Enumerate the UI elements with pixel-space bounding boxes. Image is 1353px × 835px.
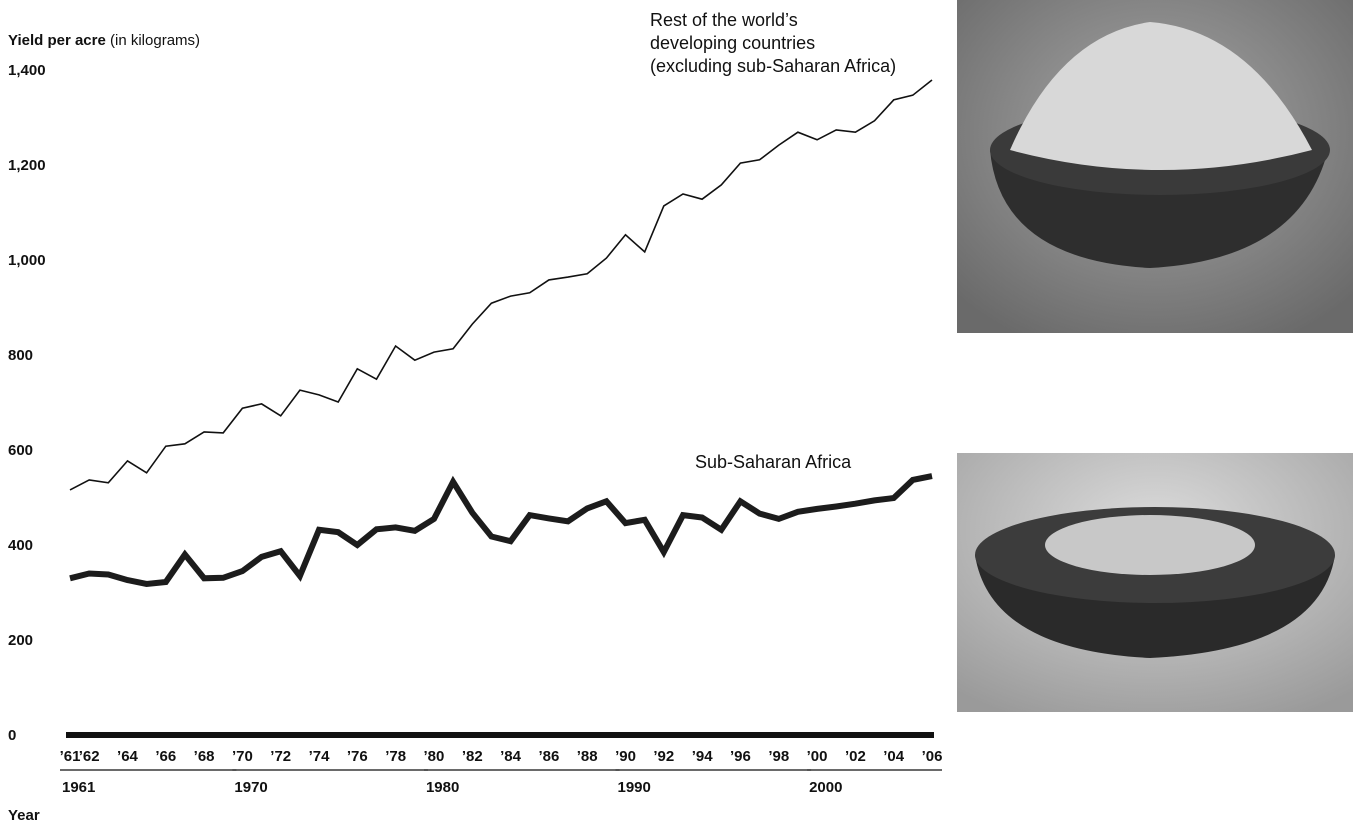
x-tick-label: ’61 [60,748,81,765]
decade-label: 1970 [234,779,267,796]
decade-label: 1961 [62,779,95,796]
x-tick-label: ’98 [768,748,789,765]
x-tick-label: ’02 [845,748,866,765]
y-tick-label: 200 [8,632,33,649]
x-tick-label: ’94 [692,748,714,765]
decade-label: 1980 [426,779,459,796]
photo-top [957,0,1353,333]
x-tick-label: ’04 [883,748,905,765]
y-tick-label: 600 [8,442,33,459]
x-tick-label: ’74 [309,748,331,765]
y-tick-label: 400 [8,537,33,554]
x-tick-label: ’96 [730,748,751,765]
chart: Yield per acre (in kilograms) Year 0 200 4… [0,0,1353,830]
y-label-note: (in kilograms) [110,32,200,49]
series-label: (excluding sub-Saharan Africa) [650,56,896,76]
x-tick-label: ’68 [194,748,215,765]
x-tick-label: ’80 [424,748,445,765]
y-tick-label: 1,200 [8,157,46,174]
series-line [70,476,932,584]
x-tick-label: ’70 [232,748,253,765]
series-label: Sub-Saharan Africa [695,452,852,472]
x-tick-label: ’66 [155,748,176,765]
x-tick-label: ’00 [807,748,828,765]
x-tick-label: ’62 [79,748,100,765]
y-tick-label: 1,400 [8,62,46,79]
x-tick-label: ’64 [117,748,139,765]
x-tick-label: ’84 [500,748,522,765]
x-axis-label: Year [8,807,40,824]
decade-label: 2000 [809,779,842,796]
y-axis-label: Yield per acre (in kilograms) [8,32,200,49]
y-label-bold: Yield per acre [8,32,106,49]
decade-label: 1990 [618,779,651,796]
y-tick-label: 800 [8,347,33,364]
series-label: Rest of the world’s [650,10,798,30]
photo-bottom [957,453,1353,712]
x-tick-label: ’82 [462,748,483,765]
x-tick-label: ’72 [270,748,291,765]
y-tick-label: 1,000 [8,252,46,269]
x-tick-label: ’88 [577,748,598,765]
x-tick-label: ’76 [347,748,368,765]
x-tick-label: ’90 [615,748,636,765]
y-tick-label: 0 [8,727,16,744]
x-tick-label: ’78 [385,748,406,765]
x-tick-label: ’06 [922,748,943,765]
x-tick-label: ’86 [538,748,559,765]
series-label: developing countries [650,33,815,53]
x-tick-label: ’92 [653,748,674,765]
series-line [70,80,932,490]
